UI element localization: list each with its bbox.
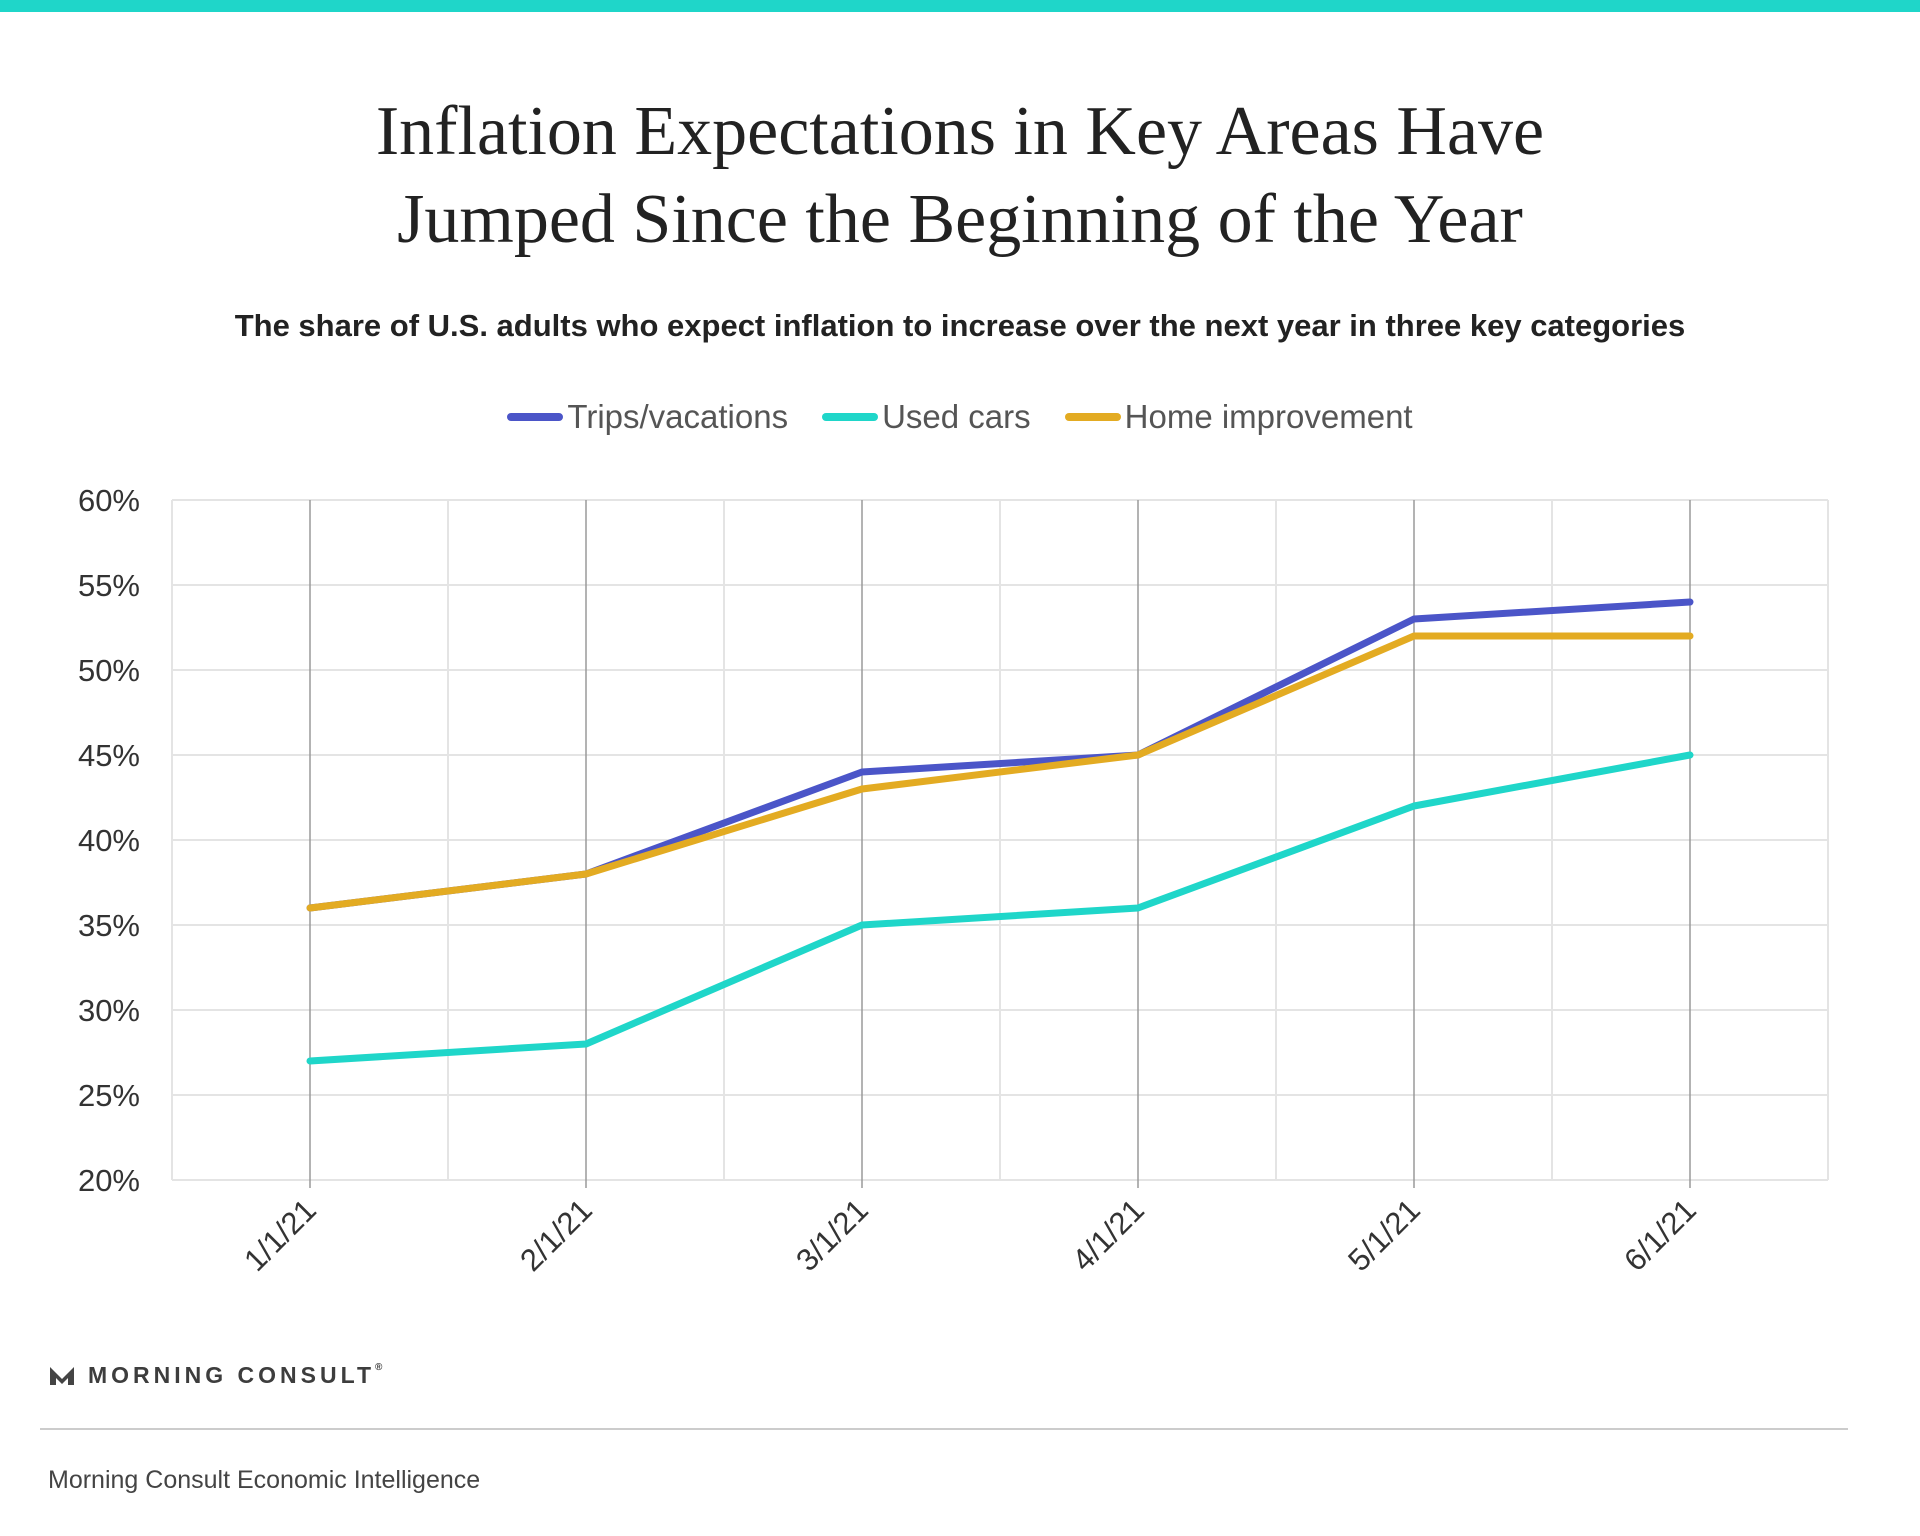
y-tick-label: 30% <box>78 993 140 1028</box>
logo-wordmark: MORNING CONSULT® <box>88 1362 383 1388</box>
x-tick-label: 6/1/21 <box>1617 1192 1703 1278</box>
chart-title: Inflation Expectations in Key Areas Have… <box>0 88 1920 264</box>
x-tick-label: 2/1/21 <box>513 1192 599 1278</box>
chart-title-line-2: Jumped Since the Beginning of the Year <box>397 181 1523 258</box>
series-line-home-improvement <box>306 632 1694 912</box>
x-tick-label: 4/1/21 <box>1065 1192 1151 1278</box>
x-tick-label: 3/1/21 <box>789 1192 875 1278</box>
legend-label-home-improvement: Home improvement <box>1124 398 1413 435</box>
y-tick-label: 40% <box>78 823 140 858</box>
morning-consult-logo: MORNING CONSULT® <box>48 1362 382 1389</box>
y-tick-label: 50% <box>78 653 140 688</box>
chart-title-line-1: Inflation Expectations in Key Areas Have <box>375 93 1545 170</box>
series-line-used-cars <box>306 751 1694 1065</box>
y-tick-label: 60% <box>78 483 140 518</box>
morning-consult-m-icon <box>50 1366 74 1385</box>
footer-divider <box>40 1428 1848 1430</box>
line-chart: 20% 25% 30% 35% 40% 45% 50% 55% 60% 1/1/21 2/1/21 3… <box>78 483 1829 1278</box>
legend-item-home-improvement: Home improvement <box>1064 398 1413 436</box>
legend-label-used-cars: Used cars <box>882 398 1031 435</box>
y-tick-label: 45% <box>78 738 140 773</box>
chart-subtitle: The share of U.S. adults who expect infl… <box>234 308 1686 343</box>
chart-legend: Trips/vacations Used cars Home improveme… <box>0 398 1920 436</box>
y-tick-label: 35% <box>78 908 140 943</box>
legend-swatch-used-cars <box>822 413 879 421</box>
legend-item-used-cars: Used cars <box>822 398 1031 436</box>
legend-swatch-trips <box>507 413 564 421</box>
x-tick-label: 5/1/21 <box>1341 1192 1427 1278</box>
y-tick-label: 55% <box>78 568 140 603</box>
legend-label-trips: Trips/vacations <box>567 398 789 435</box>
y-tick-label: 25% <box>78 1078 140 1113</box>
legend-swatch-home-improvement <box>1064 413 1121 421</box>
top-accent-bar <box>0 0 1920 12</box>
x-tick-label: 1/1/21 <box>237 1192 323 1278</box>
legend-item-trips: Trips/vacations <box>507 398 788 436</box>
y-tick-label: 20% <box>78 1163 140 1198</box>
source-note: Morning Consult Economic Intelligence <box>48 1466 481 1494</box>
